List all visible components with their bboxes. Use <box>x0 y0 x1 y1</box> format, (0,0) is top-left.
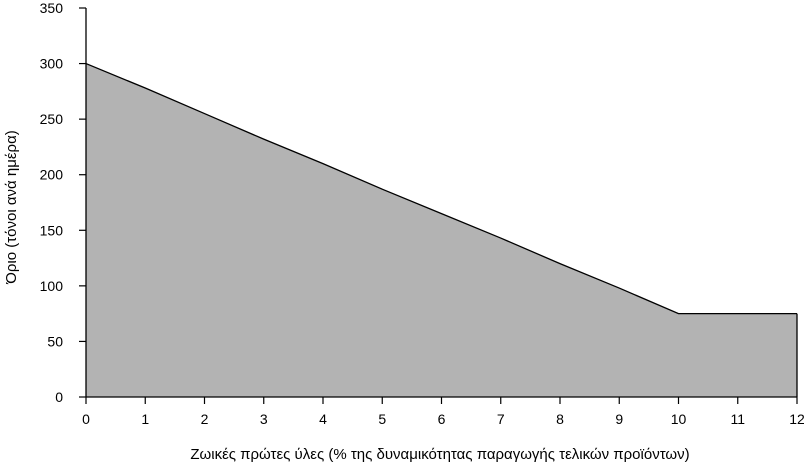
series-line <box>85 62 797 315</box>
x-tick-label: 12 <box>789 411 804 427</box>
x-tick-label: 1 <box>141 411 149 427</box>
x-tick-label: 4 <box>319 411 327 427</box>
y-tick-label: 250 <box>40 111 64 127</box>
x-tick-label: 11 <box>730 411 745 427</box>
y-tick-label: 150 <box>40 222 64 238</box>
x-tick-label: 7 <box>497 411 505 427</box>
x-tick-label: 6 <box>438 411 446 427</box>
x-tick-label: 2 <box>201 411 209 427</box>
x-tick-label: 3 <box>260 411 268 427</box>
y-tick-label: 50 <box>47 333 63 349</box>
x-tick-label: 0 <box>82 411 90 427</box>
area-layer <box>85 62 798 397</box>
x-tick-label: 8 <box>556 411 564 427</box>
y-axis-label: Όριο (τόνοι ανά ημέρα) <box>3 130 20 284</box>
y-tick-label: 200 <box>40 167 64 183</box>
x-axis-label: Ζωικές πρώτες ύλες (% της δυναμικότητας … <box>190 446 689 463</box>
y-tick-label: 350 <box>40 0 64 16</box>
area-fill <box>86 63 797 397</box>
x-tick-label: 5 <box>378 411 386 427</box>
y-tick-label: 0 <box>55 389 63 405</box>
y-tick-label: 300 <box>40 56 64 72</box>
x-tick-label: 9 <box>615 411 623 427</box>
x-tick-label: 10 <box>671 411 687 427</box>
y-tick-label: 100 <box>40 278 64 294</box>
